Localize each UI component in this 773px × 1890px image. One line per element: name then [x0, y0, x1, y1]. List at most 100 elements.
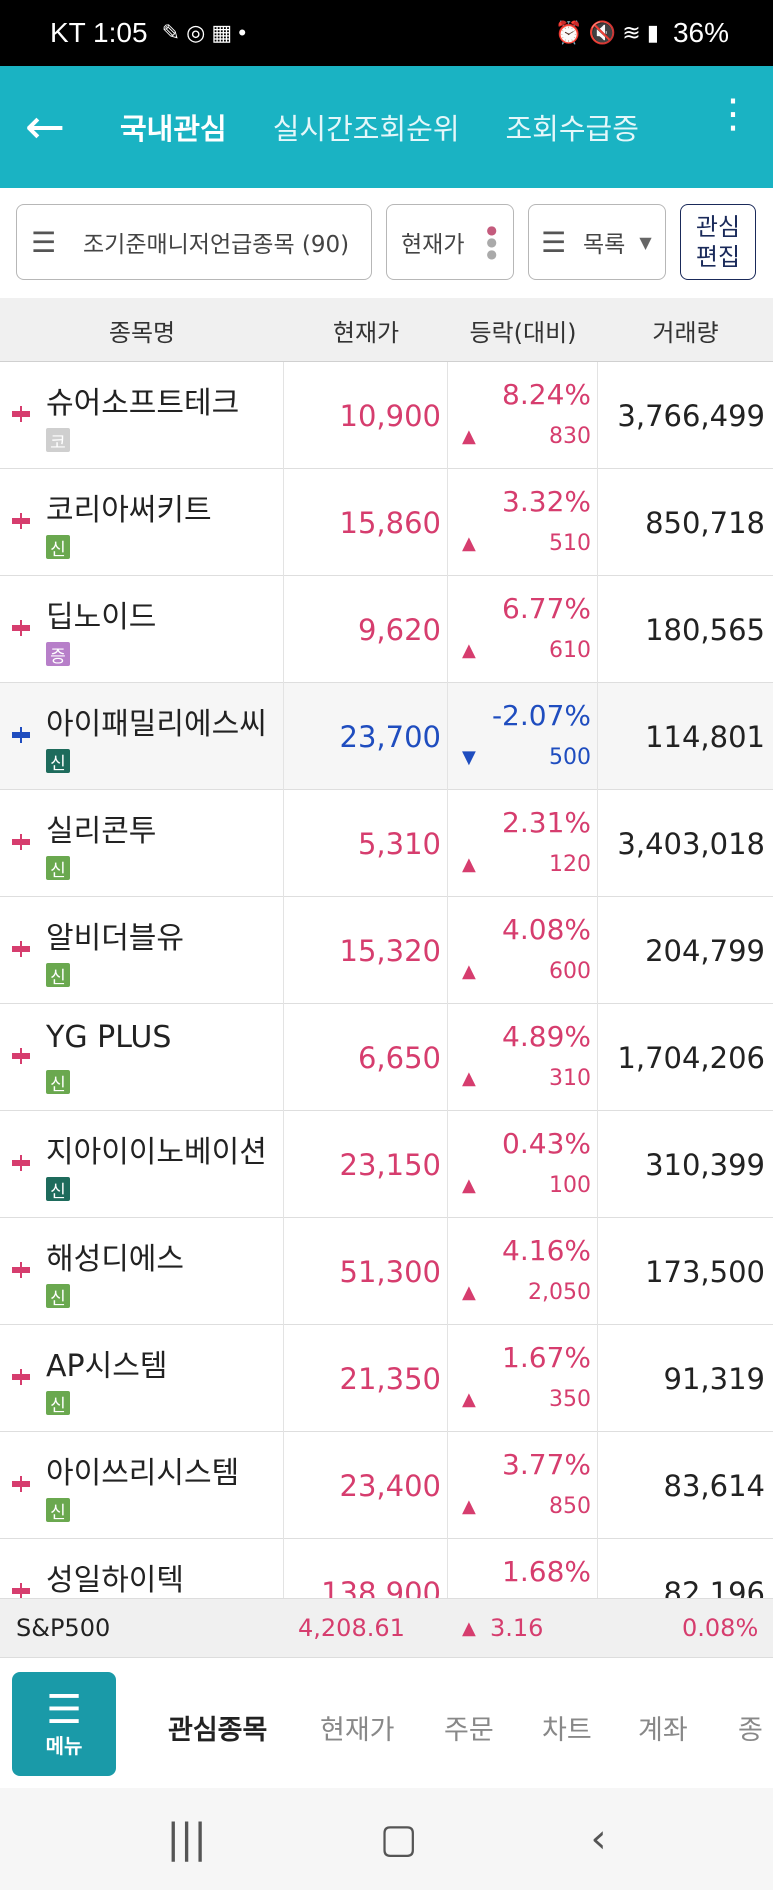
table-row[interactable]: 코리아써키트 신 15,860 3.32% ▲ 510 850,718 [0, 469, 773, 576]
nav-order[interactable]: 주문 [444, 1715, 494, 1746]
edit-watchlist-button[interactable]: 관심 편집 [680, 204, 756, 280]
market-badge: 신 [46, 749, 70, 774]
nav-account[interactable]: 계좌 [638, 1715, 688, 1746]
table-row[interactable]: 아이패밀리에스씨 신 23,700 -2.07% ▼ 500 114,801 [0, 683, 773, 790]
stock-name: 아이패밀리에스씨 [46, 707, 267, 742]
table-row[interactable]: 지아이이노베이션 신 23,150 0.43% ▲ 100 310,399 [0, 1111, 773, 1218]
price-cell: 138,900 [284, 1539, 448, 1598]
ticker-name: S&P500 [16, 1614, 111, 1642]
mini-candle-icon [12, 1583, 30, 1598]
volume-cell: 3,403,018 [617, 826, 765, 861]
recent-apps-icon[interactable]: ||| [166, 1816, 207, 1862]
up-arrow-icon: ▲ [462, 1068, 476, 1089]
nav-more[interactable]: 종 [738, 1715, 763, 1746]
up-arrow-icon: ▲ [462, 1282, 476, 1303]
change-percent: 4.89% [502, 1020, 591, 1053]
change-cell: 1.67% ▲ 350 [448, 1325, 598, 1432]
nav-chart[interactable]: 차트 [542, 1715, 592, 1746]
header-price[interactable]: 현재가 [332, 318, 400, 347]
table-row[interactable]: 실리콘투 신 5,310 2.31% ▲ 120 3,403,018 [0, 790, 773, 897]
price-cell: 21,350 [284, 1325, 448, 1432]
name-cell: 알비더블유 신 [0, 897, 284, 1004]
field-selector[interactable]: 현재가 ● ● ● [386, 204, 514, 280]
stock-name: 지아이이노베이션 [46, 1135, 267, 1170]
edit-label: 관심 편집 [695, 213, 741, 271]
index-ticker[interactable]: S&P500 4,208.61 ▲ 3.16 0.08% [0, 1598, 773, 1658]
system-icons: ⏰ 🔇 ≋ ▮ [555, 20, 659, 45]
price-cell: 23,150 [284, 1111, 448, 1218]
change-amount: 610 [549, 638, 591, 663]
mini-candle-icon [12, 1155, 30, 1171]
nav-watchlist[interactable]: 관심종목 [168, 1715, 268, 1746]
table-row[interactable]: 딥노이드 증 9,620 6.77% ▲ 610 180,565 [0, 576, 773, 683]
table-row[interactable]: 해성디에스 신 51,300 4.16% ▲ 2,050 173,500 [0, 1218, 773, 1325]
change-amount: 510 [549, 531, 591, 556]
table-row[interactable]: 아이쓰리시스템 신 23,400 3.77% ▲ 850 83,614 [0, 1432, 773, 1539]
up-arrow-icon: ▲ [462, 1175, 476, 1196]
volume-cell: 204,799 [645, 933, 765, 968]
header-volume[interactable]: 거래량 [652, 318, 719, 347]
change-cell: 6.77% ▲ 610 [448, 576, 598, 683]
volume-cell: 83,614 [663, 1468, 765, 1503]
change-percent: 6.77% [502, 592, 591, 625]
price-cell: 15,320 [284, 897, 448, 1004]
hamburger-icon: ☰ [46, 1686, 82, 1733]
price-cell: 15,860 [284, 469, 448, 576]
mini-candle-icon [12, 513, 30, 529]
tab-view-surge[interactable]: 조회수급증 [505, 112, 639, 146]
name-cell: 아이쓰리시스템 신 [0, 1432, 284, 1539]
table-header: 종목명 현재가 등락(대비) 거래량 [0, 298, 773, 362]
menu-button[interactable]: ☰ 메뉴 [12, 1672, 116, 1776]
price-cell: 9,620 [284, 576, 448, 683]
change-percent: 3.77% [502, 1448, 591, 1481]
more-menu-icon[interactable]: ⋮ [713, 91, 753, 137]
nav-price[interactable]: 현재가 [320, 1715, 395, 1746]
tab-realtime-rank[interactable]: 실시간조회순위 [272, 112, 460, 146]
change-percent: 3.32% [502, 485, 591, 518]
change-cell: -2.07% ▼ 500 [448, 683, 598, 790]
market-badge: 신 [46, 1391, 70, 1416]
view-selector[interactable]: ☰ 목록 ▼ [528, 204, 666, 280]
change-amount: 600 [549, 959, 591, 984]
change-cell: 3.32% ▲ 510 [448, 469, 598, 576]
change-percent: 1.68% [502, 1555, 591, 1588]
group-selector[interactable]: ☰ 조기준매니저언급종목 (90) [16, 204, 372, 280]
name-cell: 해성디에스 신 [0, 1218, 284, 1325]
chevron-down-icon: ▼ [639, 232, 652, 252]
change-amount: 100 [549, 1173, 591, 1198]
change-cell: 1.68%▲ [448, 1539, 598, 1598]
change-amount: 850 [549, 1494, 591, 1519]
header-change[interactable]: 등락(대비) [469, 318, 577, 347]
price-cell: 51,300 [284, 1218, 448, 1325]
mini-candle-icon [12, 406, 30, 422]
change-cell: 8.24% ▲ 830 [448, 362, 598, 469]
table-row[interactable]: 슈어소프트테크 코 10,900 8.24% ▲ 830 3,766,499 [0, 362, 773, 469]
field-label: 현재가 [401, 232, 465, 258]
change-cell: 4.08% ▲ 600 [448, 897, 598, 1004]
tab-domestic-watch[interactable]: 국내관심 [120, 112, 227, 146]
status-bar: KT 1:05 ✎ ◎ ▦ • ⏰ 🔇 ≋ ▮ 36% [0, 0, 773, 66]
table-row[interactable]: AP시스템 신 21,350 1.67% ▲ 350 91,319 [0, 1325, 773, 1432]
volume-cell: 1,704,206 [617, 1040, 765, 1075]
app-bar: ← 국내관심 실시간조회순위 조회수급증 ⋮ [0, 66, 773, 188]
system-nav-bar: ||| ▢ ‹ [0, 1788, 773, 1890]
market-badge: 신 [46, 535, 70, 560]
notification-icons: ✎ ◎ ▦ • [161, 20, 247, 45]
change-cell: 4.89% ▲ 310 [448, 1004, 598, 1111]
back-icon[interactable]: ‹ [590, 1816, 607, 1862]
name-cell: 지아이이노베이션 신 [0, 1111, 284, 1218]
table-row[interactable]: 알비더블유 신 15,320 4.08% ▲ 600 204,799 [0, 897, 773, 1004]
volume-cell: 173,500 [645, 1254, 765, 1289]
stock-name: 해성디에스 [46, 1242, 184, 1277]
back-arrow-icon[interactable]: ← [24, 99, 66, 155]
change-cell: 0.43% ▲ 100 [448, 1111, 598, 1218]
price-cell: 10,900 [284, 362, 448, 469]
home-icon[interactable]: ▢ [379, 1816, 418, 1862]
change-percent: 2.31% [502, 806, 591, 839]
view-label: 목록 [583, 232, 626, 258]
table-row[interactable]: YG PLUS 신 6,650 4.89% ▲ 310 1,704,206 [0, 1004, 773, 1111]
list-icon: ☰ [31, 225, 57, 259]
header-name[interactable]: 종목명 [108, 318, 176, 347]
